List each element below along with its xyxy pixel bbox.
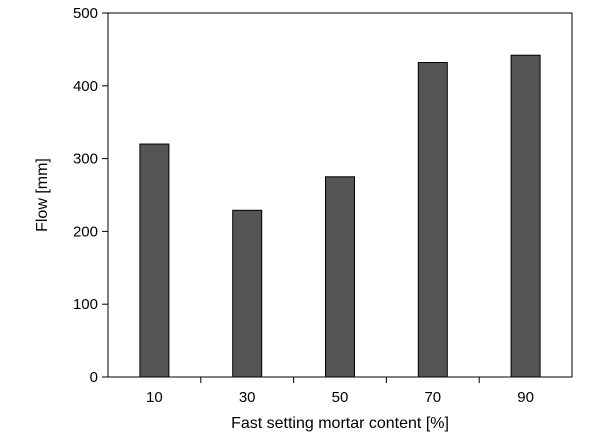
y-tick-label: 0 [90, 369, 98, 386]
x-axis: 10 30 50 70 90 [146, 377, 534, 406]
x-tick-label: 50 [332, 389, 349, 406]
y-tick-label: 400 [73, 78, 98, 95]
bar-90 [510, 54, 541, 378]
x-tick-label: 70 [424, 389, 441, 406]
y-tick-label: 200 [73, 223, 98, 240]
bar-30 [232, 209, 263, 378]
bar-10 [139, 143, 170, 378]
x-tick-label: 10 [146, 389, 163, 406]
y-axis-label: Flow [mm] [34, 158, 51, 232]
y-tick-label: 100 [73, 296, 98, 313]
y-tick-label: 500 [73, 5, 98, 22]
y-tick-label: 300 [73, 151, 98, 168]
x-tick-label: 90 [517, 389, 534, 406]
bar-70 [417, 62, 448, 378]
x-axis-label: Fast setting mortar content [%] [231, 415, 449, 432]
bars [139, 54, 541, 378]
y-axis: 0 100 200 300 400 500 [73, 5, 108, 386]
plot-area: 0 100 200 300 400 500 10 30 50 70 90 [73, 5, 573, 406]
bar-50 [325, 176, 355, 378]
x-tick-label: 30 [239, 389, 256, 406]
